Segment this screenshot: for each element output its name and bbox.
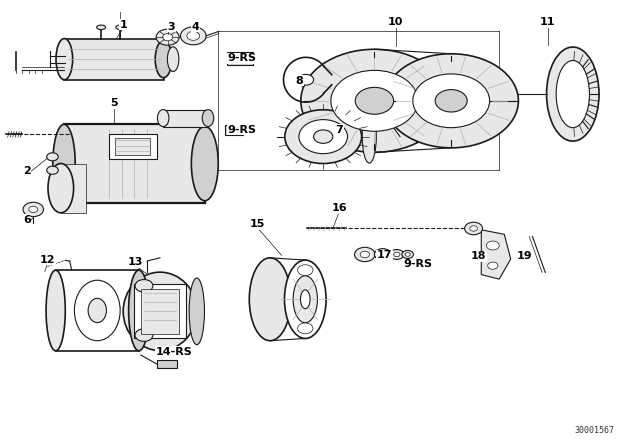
Circle shape bbox=[413, 74, 490, 128]
Circle shape bbox=[394, 252, 400, 257]
Circle shape bbox=[299, 120, 348, 154]
Text: 16: 16 bbox=[332, 203, 347, 213]
Circle shape bbox=[390, 250, 404, 259]
Text: 17: 17 bbox=[377, 250, 392, 260]
Circle shape bbox=[355, 87, 394, 114]
Text: 9-RS: 9-RS bbox=[227, 125, 257, 135]
Bar bbox=[157, 360, 177, 367]
Circle shape bbox=[180, 27, 206, 45]
Circle shape bbox=[470, 226, 477, 231]
Text: 10: 10 bbox=[388, 17, 403, 27]
Circle shape bbox=[29, 206, 38, 213]
Text: 6: 6 bbox=[23, 215, 31, 224]
Circle shape bbox=[135, 280, 153, 292]
Ellipse shape bbox=[116, 25, 125, 30]
Ellipse shape bbox=[52, 125, 76, 202]
Circle shape bbox=[384, 54, 518, 148]
Text: 8: 8 bbox=[296, 76, 303, 86]
Circle shape bbox=[405, 253, 410, 256]
Text: 15: 15 bbox=[250, 219, 265, 229]
Ellipse shape bbox=[74, 280, 120, 341]
Ellipse shape bbox=[129, 270, 149, 351]
Polygon shape bbox=[481, 230, 511, 279]
Text: 5: 5 bbox=[110, 98, 118, 108]
Text: 11: 11 bbox=[540, 17, 556, 27]
Ellipse shape bbox=[168, 47, 179, 72]
Text: 19: 19 bbox=[517, 251, 532, 261]
Text: 3: 3 bbox=[168, 22, 175, 32]
Ellipse shape bbox=[191, 126, 218, 201]
Text: 4: 4 bbox=[192, 22, 200, 32]
Text: 1: 1 bbox=[120, 20, 127, 30]
Text: 30001567: 30001567 bbox=[575, 426, 614, 435]
Ellipse shape bbox=[301, 290, 310, 309]
Bar bbox=[109, 134, 157, 159]
Ellipse shape bbox=[189, 278, 205, 345]
Circle shape bbox=[488, 262, 498, 269]
Text: 9-RS: 9-RS bbox=[227, 53, 257, 63]
Bar bbox=[64, 39, 164, 80]
Circle shape bbox=[486, 241, 499, 250]
Ellipse shape bbox=[293, 276, 317, 323]
Ellipse shape bbox=[156, 41, 172, 78]
Ellipse shape bbox=[123, 272, 197, 350]
Text: 2: 2 bbox=[23, 166, 31, 176]
Ellipse shape bbox=[556, 60, 589, 128]
Circle shape bbox=[465, 222, 483, 235]
Bar bbox=[64, 125, 205, 202]
Circle shape bbox=[331, 70, 418, 131]
Ellipse shape bbox=[88, 298, 106, 323]
Ellipse shape bbox=[56, 39, 72, 80]
Text: 7: 7 bbox=[335, 125, 343, 135]
Circle shape bbox=[298, 74, 314, 85]
Ellipse shape bbox=[284, 260, 326, 339]
Circle shape bbox=[298, 265, 313, 276]
Bar bbox=[225, 125, 243, 135]
Circle shape bbox=[355, 247, 375, 262]
Circle shape bbox=[360, 251, 369, 258]
Bar bbox=[134, 284, 186, 338]
Text: 18: 18 bbox=[471, 251, 486, 261]
Circle shape bbox=[435, 90, 467, 112]
Ellipse shape bbox=[547, 47, 599, 141]
Circle shape bbox=[23, 202, 44, 217]
Ellipse shape bbox=[202, 110, 214, 127]
Bar bbox=[61, 164, 86, 213]
Circle shape bbox=[374, 249, 391, 260]
Circle shape bbox=[156, 29, 179, 45]
Circle shape bbox=[301, 49, 448, 152]
Circle shape bbox=[163, 34, 173, 41]
Circle shape bbox=[314, 130, 333, 143]
Circle shape bbox=[187, 31, 200, 40]
Bar bbox=[141, 289, 179, 334]
Ellipse shape bbox=[362, 110, 376, 163]
Text: 12: 12 bbox=[40, 255, 55, 265]
Circle shape bbox=[379, 252, 387, 257]
Ellipse shape bbox=[46, 270, 65, 351]
Circle shape bbox=[298, 323, 313, 334]
Circle shape bbox=[47, 153, 58, 161]
Bar bbox=[227, 52, 253, 65]
Ellipse shape bbox=[249, 258, 291, 340]
Circle shape bbox=[135, 329, 153, 341]
Ellipse shape bbox=[48, 164, 74, 213]
Text: 9-RS: 9-RS bbox=[403, 259, 433, 269]
Circle shape bbox=[47, 166, 58, 174]
Circle shape bbox=[285, 110, 362, 164]
Bar bbox=[115, 138, 150, 155]
Ellipse shape bbox=[97, 25, 106, 30]
Circle shape bbox=[402, 250, 413, 258]
Bar bbox=[230, 55, 250, 63]
Ellipse shape bbox=[157, 110, 169, 127]
Bar bbox=[163, 110, 208, 127]
Text: 13: 13 bbox=[128, 257, 143, 267]
Text: 14-RS: 14-RS bbox=[156, 347, 193, 357]
